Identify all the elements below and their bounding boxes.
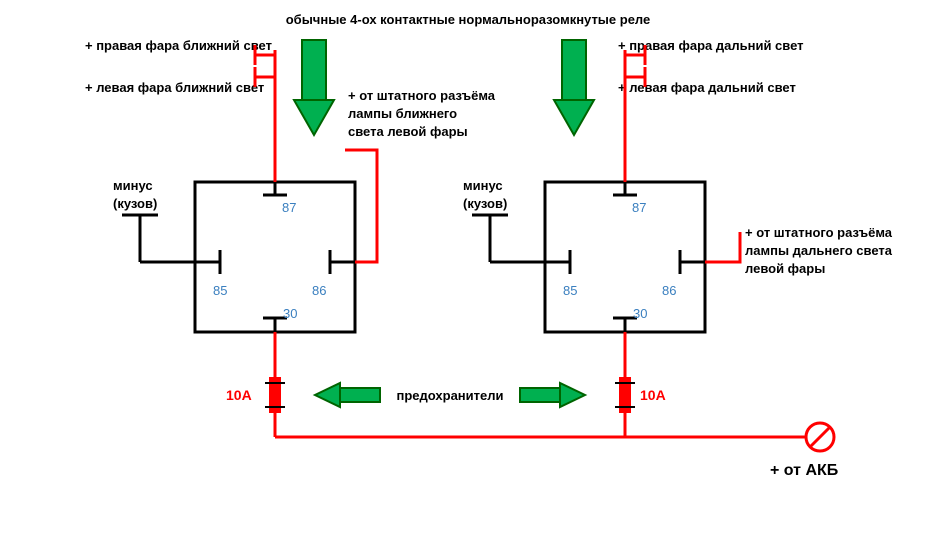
title-text: обычные 4-ох контактные нормальноразомкн…: [286, 12, 651, 27]
arrow-right-green: [520, 383, 585, 407]
label-left-low: + левая фара ближний свет: [85, 80, 264, 95]
label-fuses: предохранители: [397, 388, 504, 403]
fuse-left-val: 10А: [226, 387, 252, 403]
term-30-right: 30: [633, 306, 647, 321]
term-85-left: 85: [213, 283, 227, 298]
term-30-left: 30: [283, 306, 297, 321]
label-minus-left-2: (кузов): [113, 196, 157, 211]
wire-87-left: [255, 45, 275, 182]
wire-86-right: [705, 232, 740, 262]
label-stock-high-1: + от штатного разъёма: [745, 225, 893, 240]
fuse-left: [265, 377, 285, 413]
arrow-left-green: [315, 383, 380, 407]
label-stock-low-2: лампы ближнего: [348, 106, 457, 121]
label-minus-left-1: минус: [113, 178, 153, 193]
fuse-right-val: 10А: [640, 387, 666, 403]
ground-left: [122, 215, 195, 262]
label-stock-high-2: лампы дальнего света: [745, 243, 893, 258]
circuit-diagram: обычные 4-ох контактные нормальноразомкн…: [0, 0, 937, 553]
wire-bus-akb: [275, 413, 806, 437]
arrow-down-left: [294, 40, 334, 135]
wire-87-right: [625, 45, 645, 182]
label-stock-low-3: света левой фары: [348, 124, 468, 139]
ground-right: [472, 215, 545, 262]
label-stock-high-3: левой фары: [745, 261, 825, 276]
term-86-left: 86: [312, 283, 326, 298]
relay-left: 87 85 86 30: [195, 182, 355, 332]
label-minus-right-2: (кузов): [463, 196, 507, 211]
label-stock-low-1: + от штатного разъёма: [348, 88, 496, 103]
fuse-right: [615, 377, 635, 413]
akb-slash: [811, 428, 829, 446]
wire-86-left: [345, 150, 377, 262]
term-87-right: 87: [632, 200, 646, 215]
arrow-down-right: [554, 40, 594, 135]
relay-right: 87 85 86 30: [545, 182, 705, 332]
label-akb: + от АКБ: [770, 462, 838, 479]
label-right-low: + правая фара ближний свет: [85, 38, 272, 53]
term-87-left: 87: [282, 200, 296, 215]
term-85-right: 85: [563, 283, 577, 298]
term-86-right: 86: [662, 283, 676, 298]
label-minus-right-1: минус: [463, 178, 503, 193]
